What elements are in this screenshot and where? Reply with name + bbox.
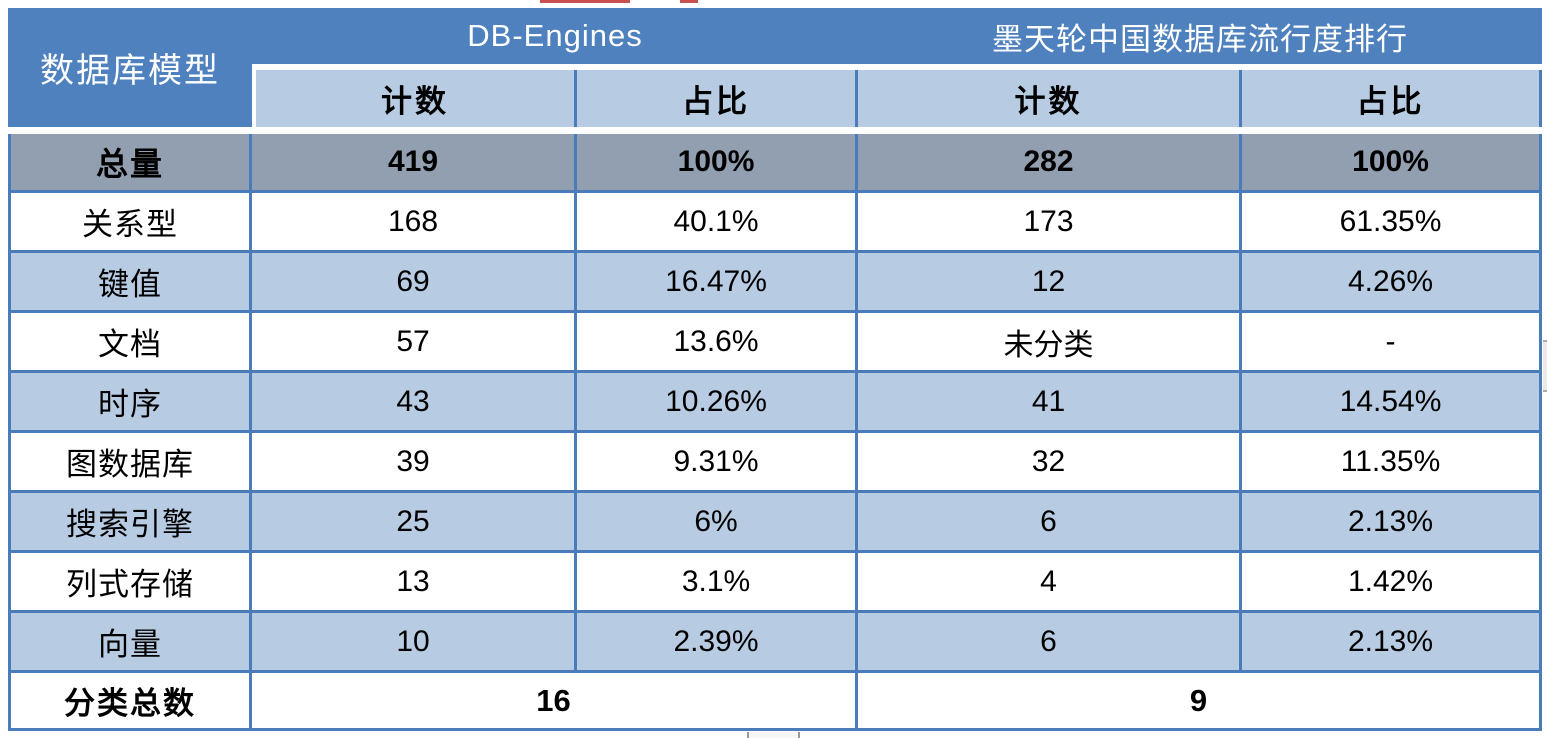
table-row: 时序 43 10.26% 41 14.54% [8,373,1543,433]
cell-value: - [1242,313,1543,373]
cell-value: 16.47% [577,253,859,313]
cell-value: 10 [252,613,577,673]
cell-value: 2.13% [1242,613,1543,673]
cell-value: 13 [252,553,577,613]
cell-value: 9 [858,673,1543,731]
cell-value: 57 [252,313,577,373]
cell-value: 40.1% [577,193,859,253]
row-label: 搜索引擎 [8,493,252,553]
cell-value: 39 [252,433,577,493]
red-underline-artifact [680,0,698,3]
cell-value: 100% [577,134,859,193]
group-header-db-engines: DB-Engines [252,8,859,64]
table-row-footer: 分类总数 16 9 [8,673,1543,731]
scrollbar-fragment [1543,340,1547,392]
cell-value: 4.26% [1242,253,1543,313]
cell-value: 61.35% [1242,193,1543,253]
cell-value: 282 [858,134,1243,193]
row-label: 时序 [8,373,252,433]
subheader-db-share: 占比 [577,70,859,127]
cell-value: 173 [858,193,1243,253]
subheader-mt-share: 占比 [1242,70,1543,127]
row-label: 文档 [8,313,252,373]
database-model-comparison-table: 数据库模型 DB-Engines 墨天轮中国数据库流行度排行 计数 占比 计数 … [8,8,1543,731]
cell-value: 168 [252,193,577,253]
group-header-motianlun: 墨天轮中国数据库流行度排行 [858,8,1543,64]
cell-value: 9.31% [577,433,859,493]
cell-value: 419 [252,134,577,193]
table-row: 文档 57 13.6% 未分类 - [8,313,1543,373]
cell-value: 11.35% [1242,433,1543,493]
cell-value: 43 [252,373,577,433]
cell-value: 4 [858,553,1243,613]
corner-header-label: 数据库模型 [8,8,252,127]
table-row: 搜索引擎 25 6% 6 2.13% [8,493,1543,553]
cell-value: 25 [252,493,577,553]
cell-value: 6 [858,613,1243,673]
table-row: 列式存储 13 3.1% 4 1.42% [8,553,1543,613]
cell-value: 2.13% [1242,493,1543,553]
cell-value: 41 [858,373,1243,433]
row-label: 列式存储 [8,553,252,613]
row-label: 分类总数 [8,673,252,731]
cell-value: 14.54% [1242,373,1543,433]
header-gap [8,127,1543,134]
cell-value: 69 [252,253,577,313]
cell-value: 3.1% [577,553,859,613]
scrollbar-fragment [747,732,800,738]
subheader-db-count: 计数 [252,70,577,127]
red-underline-artifact [540,0,630,3]
row-label: 向量 [8,613,252,673]
subheader-row: 计数 占比 计数 占比 [8,70,1543,127]
row-label: 图数据库 [8,433,252,493]
cell-value: 16 [252,673,859,731]
cell-value: 12 [858,253,1243,313]
cell-value: 1.42% [1242,553,1543,613]
subheader-mt-count: 计数 [858,70,1243,127]
header-gap [252,64,1543,70]
cell-value: 6% [577,493,859,553]
cell-value: 2.39% [577,613,859,673]
cell-value: 未分类 [858,313,1243,373]
cell-value: 6 [858,493,1243,553]
cell-value: 32 [858,433,1243,493]
table-row: 图数据库 39 9.31% 32 11.35% [8,433,1543,493]
table-row: 关系型 168 40.1% 173 61.35% [8,193,1543,253]
cell-value: 13.6% [577,313,859,373]
row-label: 键值 [8,253,252,313]
row-label: 总量 [8,134,252,193]
row-label: 关系型 [8,193,252,253]
table-row: 键值 69 16.47% 12 4.26% [8,253,1543,313]
table-row-total: 总量 419 100% 282 100% [8,134,1543,193]
cell-value: 10.26% [577,373,859,433]
cell-value: 100% [1242,134,1543,193]
table-row: 向量 10 2.39% 6 2.13% [8,613,1543,673]
